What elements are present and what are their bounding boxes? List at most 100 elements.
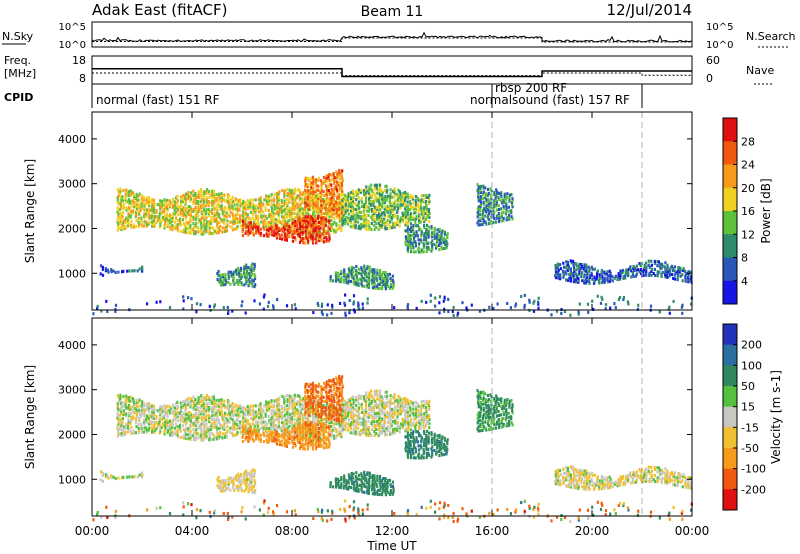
power-cell <box>247 266 250 270</box>
power-cell <box>342 211 345 215</box>
velocity-cell <box>338 431 341 435</box>
velocity-cell <box>202 412 205 416</box>
power-cell <box>298 234 301 238</box>
velocity-cell <box>156 409 159 413</box>
power-cell <box>333 206 336 210</box>
velocity-cell <box>254 412 257 416</box>
velocity-cell <box>141 430 144 434</box>
power-cell <box>409 214 412 218</box>
colorbar-tick-label: 16 <box>741 205 755 218</box>
power-cell <box>304 221 307 225</box>
velocity-cell <box>340 435 343 439</box>
power-cell <box>497 191 500 195</box>
velocity-cell <box>332 384 335 388</box>
power-cell <box>362 189 365 193</box>
velocity-cell <box>317 430 321 434</box>
power-cell <box>425 193 428 197</box>
velocity-cell <box>228 420 231 424</box>
power-cell <box>192 189 195 193</box>
power-cell <box>604 303 608 307</box>
velocity-cell <box>322 430 325 434</box>
power-cell <box>342 278 345 282</box>
velocity-cell <box>137 400 140 404</box>
velocity-cell <box>257 404 260 408</box>
power-cell <box>383 207 386 211</box>
power-cell <box>117 226 120 230</box>
power-cell <box>291 197 294 201</box>
velocity-cell <box>168 405 171 409</box>
power-cell <box>385 196 388 200</box>
power-cell <box>187 209 190 213</box>
power-cell <box>406 194 409 198</box>
power-cell <box>267 300 270 304</box>
velocity-cell <box>218 418 221 422</box>
power-cell <box>168 219 171 223</box>
power-cell <box>443 242 447 246</box>
power-cell <box>438 301 441 305</box>
power-cell <box>487 212 490 216</box>
velocity-cell <box>309 401 312 405</box>
power-cell <box>407 220 410 224</box>
power-cell <box>330 191 333 195</box>
power-cell <box>349 192 352 196</box>
velocity-cell <box>215 423 218 427</box>
velocity-cell <box>210 423 213 427</box>
power-cell <box>357 283 360 287</box>
velocity-cell <box>144 426 148 430</box>
velocity-cell <box>208 432 211 436</box>
power-cell <box>226 193 230 197</box>
velocity-cell <box>304 437 307 441</box>
power-cell <box>433 230 436 234</box>
power-cell <box>278 204 281 208</box>
velocity-cell <box>158 431 161 435</box>
power-cell <box>380 217 383 221</box>
power-cell <box>204 204 207 208</box>
power-cell <box>401 219 404 223</box>
velocity-cell <box>122 427 125 431</box>
power-cell <box>158 211 161 215</box>
power-cell <box>619 269 622 273</box>
velocity-cell <box>184 414 187 418</box>
power-cell <box>565 278 568 282</box>
power-cell <box>383 211 386 215</box>
power-cell <box>389 204 392 208</box>
power-cell <box>295 220 299 224</box>
velocity-cell <box>128 414 131 418</box>
power-cell <box>508 193 512 197</box>
velocity-cell <box>291 431 294 435</box>
velocity-cell <box>294 403 297 407</box>
power-cell <box>119 191 122 195</box>
power-cell <box>270 231 273 235</box>
power-cell <box>407 231 410 235</box>
power-cell <box>508 217 511 221</box>
velocity-cell <box>174 408 177 412</box>
power-cell <box>328 221 331 225</box>
velocity-cell <box>197 420 200 424</box>
power-cell <box>293 207 296 211</box>
colorbar-tick-label: 12 <box>741 228 755 241</box>
power-cell <box>409 240 412 244</box>
power-cell <box>286 232 289 236</box>
power-cell <box>247 221 251 225</box>
power-cell <box>173 208 176 212</box>
power-cell <box>246 215 249 219</box>
power-cell <box>245 265 248 269</box>
power-cell <box>415 232 418 236</box>
power-cell <box>422 214 425 218</box>
velocity-cell <box>173 410 176 414</box>
power-cell <box>407 249 410 253</box>
power-colorbar-label: Power [dB] <box>759 178 773 243</box>
velocity-cell <box>120 403 123 407</box>
velocity-cell <box>151 428 154 432</box>
velocity-cell <box>283 407 286 411</box>
velocity-cell <box>330 393 333 397</box>
power-cell <box>272 215 275 219</box>
power-cell <box>169 217 172 221</box>
power-cell <box>224 272 227 276</box>
power-cell <box>126 224 129 228</box>
power-cell <box>388 272 391 276</box>
power-cell <box>312 210 315 214</box>
power-cell <box>588 277 591 281</box>
velocity-cell <box>320 438 323 442</box>
power-cell <box>164 206 167 210</box>
